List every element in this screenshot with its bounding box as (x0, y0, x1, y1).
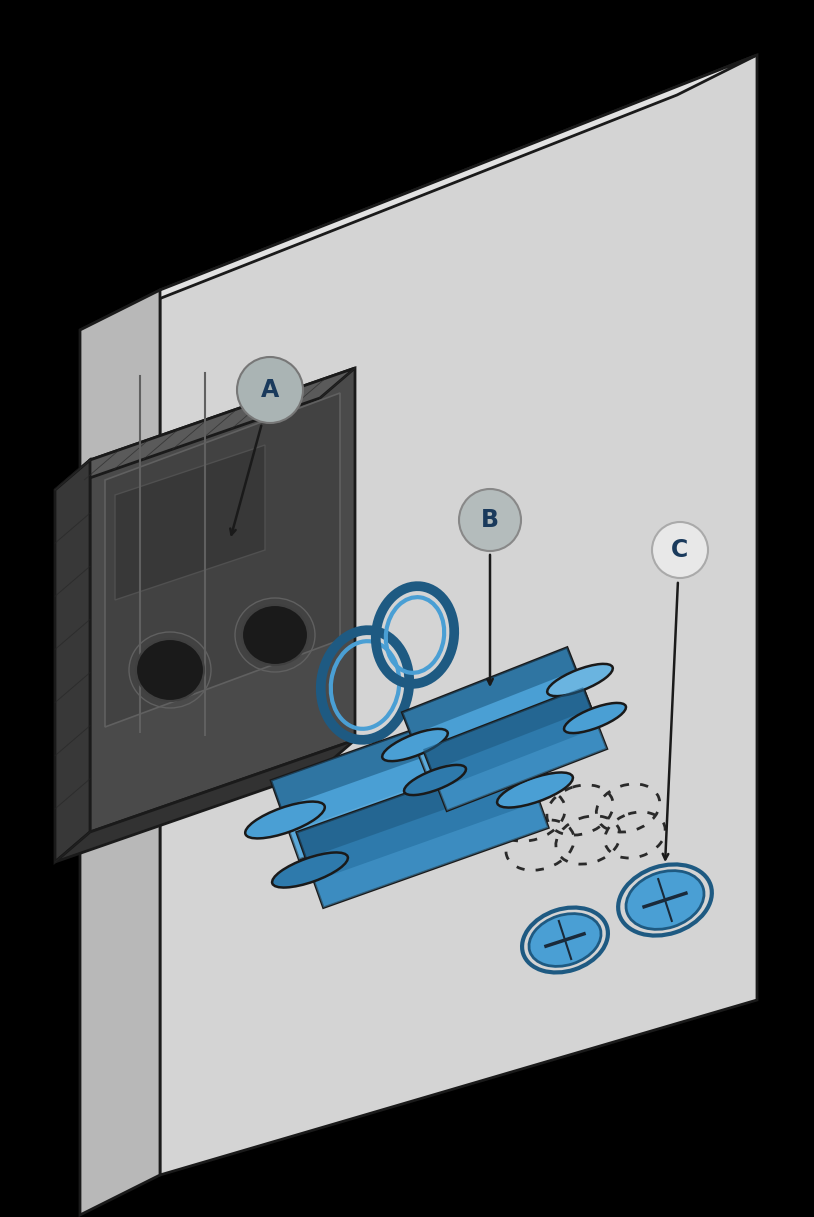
Polygon shape (55, 460, 90, 862)
Polygon shape (419, 690, 593, 778)
Circle shape (652, 522, 708, 578)
Polygon shape (439, 728, 607, 811)
Polygon shape (296, 752, 549, 908)
Ellipse shape (564, 703, 626, 733)
Polygon shape (80, 55, 757, 330)
Ellipse shape (547, 664, 613, 696)
Ellipse shape (529, 914, 601, 966)
Ellipse shape (470, 722, 549, 758)
Text: C: C (672, 538, 689, 562)
Ellipse shape (136, 639, 204, 701)
Polygon shape (402, 647, 576, 735)
Circle shape (459, 489, 521, 551)
Polygon shape (314, 801, 549, 908)
Polygon shape (90, 368, 355, 832)
Polygon shape (271, 701, 524, 859)
Ellipse shape (404, 765, 466, 795)
Polygon shape (296, 752, 531, 859)
Polygon shape (105, 393, 340, 727)
Ellipse shape (272, 852, 348, 887)
Polygon shape (289, 752, 524, 859)
Polygon shape (115, 445, 265, 600)
Polygon shape (423, 688, 607, 811)
Text: A: A (260, 378, 279, 402)
Circle shape (237, 357, 303, 424)
Polygon shape (55, 740, 355, 862)
Polygon shape (55, 368, 355, 490)
Ellipse shape (383, 729, 448, 761)
Polygon shape (80, 290, 160, 1215)
Polygon shape (423, 688, 592, 770)
Text: B: B (481, 507, 499, 532)
Ellipse shape (497, 773, 573, 808)
Polygon shape (160, 55, 757, 1174)
Ellipse shape (245, 802, 325, 839)
Polygon shape (402, 647, 593, 778)
Ellipse shape (242, 605, 308, 664)
Polygon shape (271, 701, 505, 808)
Ellipse shape (626, 870, 704, 930)
